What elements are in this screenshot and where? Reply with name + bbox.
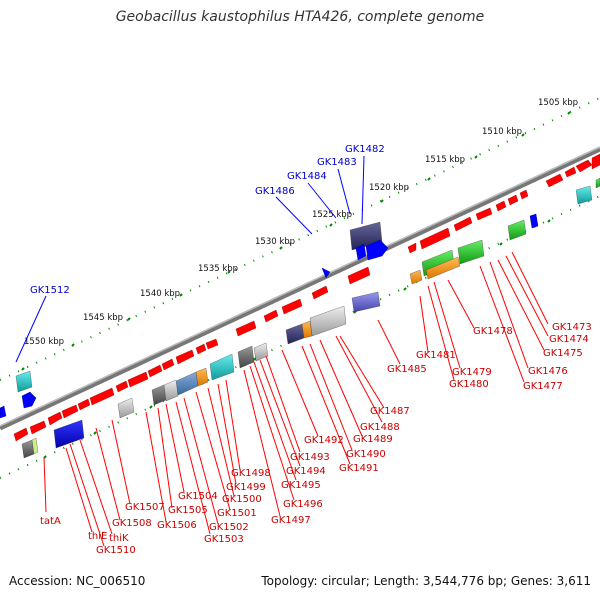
gene-label-GK1499: GK1499 bbox=[226, 482, 266, 493]
gene-label-GK1477: GK1477 bbox=[523, 381, 563, 392]
gene-label-GK1476: GK1476 bbox=[528, 366, 568, 377]
gene-label-GK1501: GK1501 bbox=[217, 508, 257, 519]
gene-label-GK1493: GK1493 bbox=[290, 452, 330, 463]
gene-label-GK1487: GK1487 bbox=[370, 406, 410, 417]
gene-label-GK1484: GK1484 bbox=[287, 171, 327, 182]
bottom-gene-labels: GK1473 GK1474 GK1475 GK1476 GK1477 GK147… bbox=[40, 322, 592, 556]
gene-label-GK1483: GK1483 bbox=[317, 157, 357, 168]
gene-label-GK1480: GK1480 bbox=[449, 379, 489, 390]
gene-label-GK1482: GK1482 bbox=[345, 144, 385, 155]
gene-label-GK1496: GK1496 bbox=[283, 499, 323, 510]
bottom-label-leaders bbox=[43, 251, 549, 547]
gene-label-GK1497: GK1497 bbox=[271, 515, 311, 526]
gene-label-GK1473: GK1473 bbox=[552, 322, 592, 333]
scale-label-1545: 1545 kbp bbox=[83, 313, 123, 323]
kbp-labels: 1505 kbp 1510 kbp 1515 kbp 1520 kbp 1525… bbox=[24, 98, 578, 347]
gene-label-GK1495: GK1495 bbox=[281, 480, 321, 491]
gene-label-GK1506: GK1506 bbox=[157, 520, 197, 531]
gene-label-GK1479: GK1479 bbox=[452, 367, 492, 378]
upper-scale-track bbox=[0, 97, 600, 381]
scale-label-1525: 1525 kbp bbox=[312, 210, 352, 220]
genome-summary-text: Topology: circular; Length: 3,544,776 bp… bbox=[261, 574, 591, 588]
gene-label-GK1503: GK1503 bbox=[204, 534, 244, 545]
gene-label-thiK: thiK bbox=[109, 533, 129, 544]
gene-label-GK1485: GK1485 bbox=[387, 364, 427, 375]
gene-label-GK1500: GK1500 bbox=[222, 494, 262, 505]
gene-label-GK1505: GK1505 bbox=[168, 505, 208, 516]
gene-label-GK1510: GK1510 bbox=[96, 545, 136, 556]
genome-backbone bbox=[0, 146, 600, 431]
gene-label-thiE: thiE bbox=[88, 531, 107, 542]
gene-label-GK1494: GK1494 bbox=[286, 466, 326, 477]
scale-label-1515: 1515 kbp bbox=[425, 155, 465, 165]
feature-blocks bbox=[15, 177, 600, 459]
scale-label-1540: 1540 kbp bbox=[140, 289, 180, 299]
gene-label-GK1502: GK1502 bbox=[209, 522, 249, 533]
gene-label-GK1504: GK1504 bbox=[178, 491, 218, 502]
lower-scale-track bbox=[0, 195, 600, 479]
reverse-gene-arrows bbox=[0, 213, 539, 419]
forward-gene-arrows bbox=[13, 153, 600, 442]
top-gene-labels: GK1482 GK1483 GK1484 GK1486 GK1512 bbox=[30, 144, 385, 296]
gene-label-GK1478: GK1478 bbox=[473, 326, 513, 337]
scale-label-1550: 1550 kbp bbox=[24, 337, 64, 347]
gene-label-GK1488: GK1488 bbox=[360, 422, 400, 433]
gene-label-GK1492: GK1492 bbox=[304, 435, 344, 446]
gene-label-GK1489: GK1489 bbox=[353, 434, 393, 445]
scale-label-1535: 1535 kbp bbox=[198, 264, 238, 274]
upper-scale-ticks bbox=[21, 111, 571, 371]
gene-label-GK1498: GK1498 bbox=[231, 468, 271, 479]
scale-label-1510: 1510 kbp bbox=[482, 127, 522, 137]
gene-label-GK1507: GK1507 bbox=[125, 502, 165, 513]
gene-label-GK1491: GK1491 bbox=[339, 463, 379, 474]
gene-label-GK1481: GK1481 bbox=[416, 350, 456, 361]
gene-label-GK1475: GK1475 bbox=[543, 348, 583, 359]
gene-label-GK1508: GK1508 bbox=[112, 518, 152, 529]
scale-label-1520: 1520 kbp bbox=[369, 183, 409, 193]
gene-label-GK1486: GK1486 bbox=[255, 186, 295, 197]
genome-title: Geobacillus kaustophilus HTA426, complet… bbox=[115, 9, 485, 25]
gene-label-tatA: tatA bbox=[40, 516, 61, 527]
scale-label-1505: 1505 kbp bbox=[538, 98, 578, 108]
scale-label-1530: 1530 kbp bbox=[255, 237, 295, 247]
top-label-leaders bbox=[15, 155, 365, 363]
gene-label-GK1474: GK1474 bbox=[549, 334, 589, 345]
gene-label-GK1490: GK1490 bbox=[346, 449, 386, 460]
gene-label-GK1512: GK1512 bbox=[30, 285, 70, 296]
accession-text: Accession: NC_006510 bbox=[9, 574, 146, 588]
